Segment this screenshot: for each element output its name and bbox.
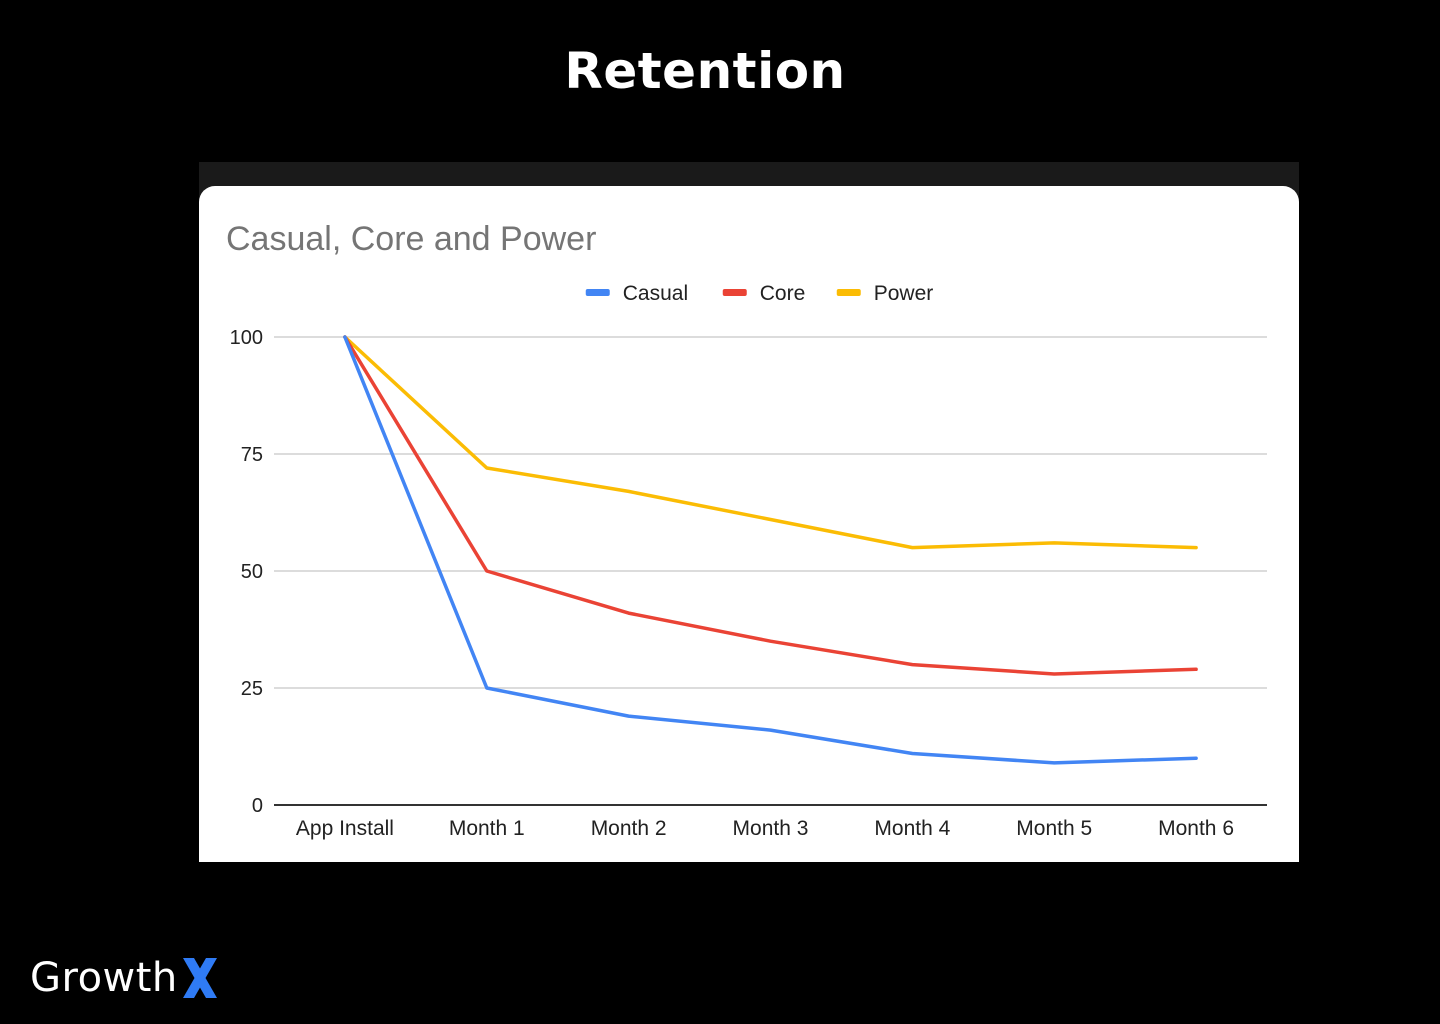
legend-swatch-casual [585,289,610,296]
x-tick-label-1: Month 1 [449,817,525,840]
x-mark-icon [182,958,217,998]
chart-frame: Casual, Core and Power Casual Core Power 0 25… [199,162,1299,862]
legend-swatch-power [836,289,861,296]
legend-swatch-core [722,289,747,296]
series-line-power [343,335,1198,550]
x-tick-label-3: Month 3 [733,817,809,840]
brand-wordmark: Growth [30,955,178,1001]
chart-card: Casual, Core and Power Casual Core Power 0 25… [199,186,1299,862]
legend-label-power: Power [874,282,934,305]
y-tick-label-75: 75 [241,444,263,466]
retention-line-chart: Casual, Core and Power Casual Core Power 0 25… [226,220,1267,840]
legend-label-casual: Casual [623,282,688,305]
x-tick-label-2: Month 2 [591,817,667,840]
brand-logo: Growth [30,950,220,1006]
y-tick-label-50: 50 [241,561,263,583]
series-line-casual [343,335,1198,765]
x-tick-label-6: Month 6 [1158,817,1234,840]
x-tick-label-4: Month 4 [874,817,950,840]
x-tick-label-5: Month 5 [1016,817,1092,840]
y-tick-label-100: 100 [230,327,263,349]
chart-title: Casual, Core and Power [226,220,596,258]
legend-label-core: Core [760,282,806,305]
y-tick-label-0: 0 [252,795,263,817]
x-tick-label-0: App Install [296,817,394,840]
brand-x-mark [182,958,217,998]
y-tick-label-25: 25 [241,678,263,700]
slide-title: Retention [564,42,846,100]
series-line-core [343,335,1198,676]
